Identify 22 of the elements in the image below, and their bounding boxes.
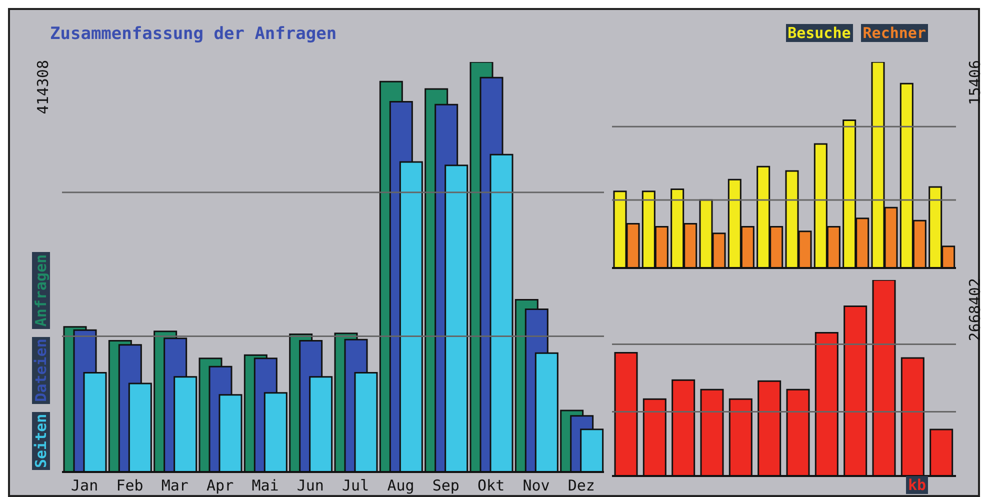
text: 2668402: [966, 278, 984, 342]
text: Dateien: [32, 336, 50, 404]
x-tick-label: Mar: [161, 476, 188, 495]
series-label: Besuche: [786, 24, 853, 42]
x-tick-label: Jun: [296, 476, 324, 495]
x-tick-label: Okt: [478, 476, 505, 495]
text: Rechner: [860, 24, 928, 42]
text: 414308: [34, 60, 52, 114]
x-tick-label: Nov: [522, 476, 550, 495]
x-tick-label: Jul: [342, 476, 370, 495]
x-tick-label: Sep: [432, 476, 460, 495]
text: 15406: [966, 60, 984, 106]
x-tick-label: Dez: [568, 476, 595, 495]
series-label: kb: [906, 476, 928, 494]
text: Anfragen: [32, 252, 50, 329]
chart-title: Zusammenfassung der Anfragen: [50, 24, 337, 44]
x-tick-label: Apr: [206, 476, 234, 495]
x-tick-label: Mai: [252, 476, 279, 495]
x-tick-label: Jan: [71, 476, 98, 495]
x-tick-label: Aug: [387, 476, 414, 495]
x-tick-label: Feb: [116, 476, 144, 495]
text: Seiten: [32, 412, 50, 470]
